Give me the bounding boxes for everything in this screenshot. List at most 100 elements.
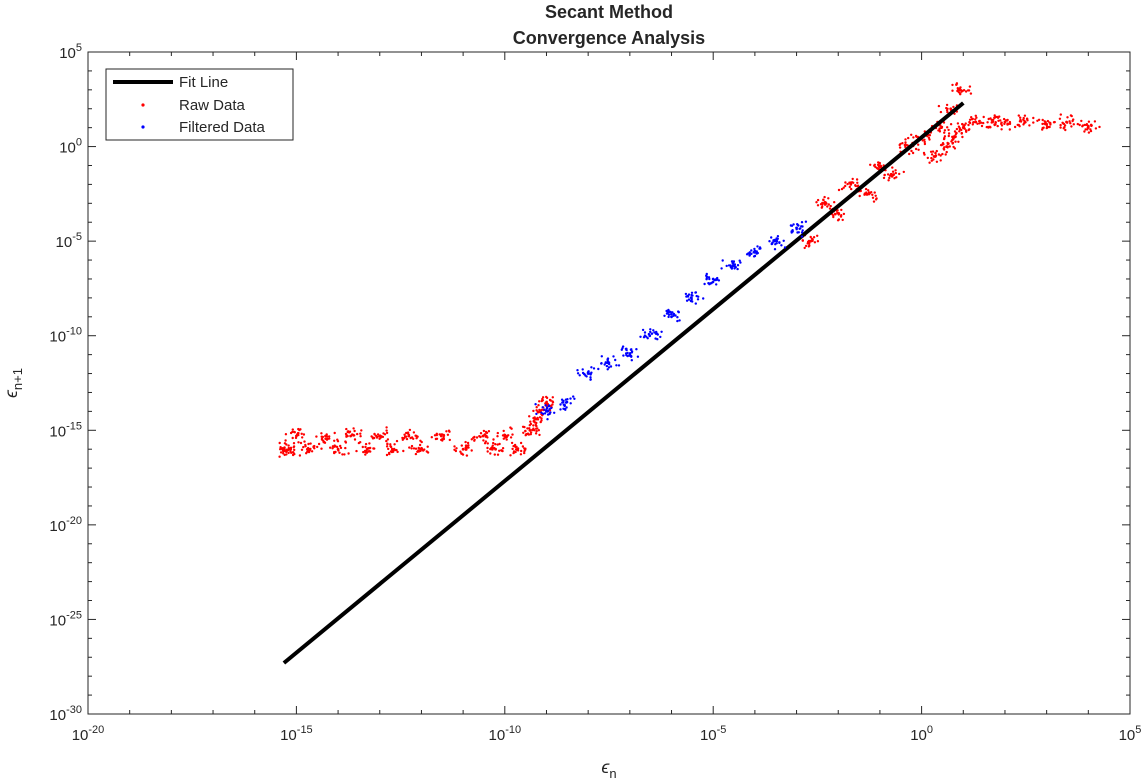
data-point-cluster — [546, 418, 549, 421]
data-point-cluster — [928, 161, 931, 164]
data-point-cluster — [285, 449, 289, 452]
data-point-cluster — [957, 125, 961, 128]
data-point-cluster — [600, 362, 603, 365]
data-point-cluster — [503, 433, 506, 436]
data-point-cluster — [440, 433, 443, 436]
data-point-cluster — [780, 244, 783, 247]
data-point-cluster — [687, 298, 691, 301]
data-point-cluster — [589, 378, 592, 381]
data-point-cluster — [811, 239, 814, 243]
data-point-cluster — [540, 399, 543, 403]
data-point-cluster — [705, 274, 708, 277]
data-point-cluster — [472, 436, 475, 439]
data-point-cluster — [971, 123, 974, 126]
data-point-cluster — [612, 355, 615, 358]
data-point-cluster — [483, 442, 487, 445]
data-point-cluster — [945, 109, 949, 112]
data-point-cluster — [1041, 118, 1044, 122]
data-point-cluster — [532, 427, 535, 430]
data-point-cluster — [775, 237, 778, 240]
data-point-cluster — [381, 435, 385, 439]
data-point-cluster — [943, 135, 947, 138]
data-point-cluster — [292, 451, 295, 454]
legend-label-filtered-data: Filtered Data — [179, 119, 266, 136]
data-point-cluster — [363, 449, 367, 453]
data-point-cluster — [1058, 117, 1062, 121]
data-point-cluster — [524, 429, 527, 433]
data-point-cluster — [294, 436, 298, 440]
data-point-cluster — [647, 332, 651, 336]
data-point-cluster — [535, 412, 538, 416]
data-point-cluster — [278, 441, 281, 445]
data-point-cluster — [865, 191, 868, 194]
data-point-cluster — [1084, 128, 1087, 131]
data-point-cluster — [800, 221, 804, 224]
data-point-cluster — [482, 439, 485, 442]
x-tick-label: 10-15 — [280, 724, 313, 744]
data-point-cluster — [783, 246, 787, 249]
data-point-cluster — [356, 432, 359, 436]
data-point-cluster — [606, 359, 609, 362]
data-point-cluster — [442, 433, 445, 437]
data-point-cluster — [628, 352, 632, 355]
data-point-cluster — [320, 432, 323, 435]
data-point-cluster — [562, 407, 565, 410]
data-point-cluster — [816, 204, 820, 207]
data-point-cluster — [748, 254, 751, 257]
data-point-cluster — [730, 267, 734, 270]
data-point-cluster — [815, 201, 818, 204]
data-point-cluster — [935, 149, 938, 153]
data-point-cluster — [529, 433, 532, 436]
data-point-cluster — [592, 367, 596, 370]
data-point-cluster — [810, 237, 814, 240]
data-point-cluster — [333, 451, 336, 455]
data-point-cluster — [617, 364, 621, 367]
data-point-cluster — [408, 446, 411, 449]
data-point-cluster — [649, 330, 652, 334]
data-point-cluster — [605, 364, 609, 368]
data-point-cluster — [716, 276, 719, 280]
data-point-cluster — [418, 443, 422, 447]
data-point-cluster — [800, 231, 804, 234]
data-point-cluster — [541, 412, 545, 415]
data-point-cluster — [951, 138, 955, 141]
data-point-cluster — [958, 130, 961, 133]
data-point-cluster — [1087, 131, 1091, 134]
data-point-cluster — [333, 439, 336, 442]
data-point-cluster — [997, 119, 1000, 123]
data-point-cluster — [292, 446, 295, 449]
data-point-cluster — [855, 178, 859, 181]
data-point-cluster — [808, 244, 811, 247]
data-point-cluster — [712, 280, 715, 284]
data-point-cluster — [493, 453, 496, 456]
data-point-cluster — [739, 261, 742, 264]
data-point-cluster — [756, 251, 759, 255]
data-point-cluster — [278, 455, 281, 458]
data-point-cluster — [560, 398, 564, 401]
data-point-cluster — [926, 156, 929, 160]
data-point-cluster — [800, 235, 804, 238]
data-point-cluster — [528, 415, 531, 418]
data-point-cluster — [549, 411, 552, 414]
data-point-cluster — [538, 400, 541, 403]
data-point-cluster — [839, 215, 843, 218]
data-point-cluster — [962, 127, 966, 130]
data-point-cluster — [583, 373, 586, 376]
data-point-cluster — [778, 241, 781, 245]
data-point-cluster — [837, 218, 841, 221]
data-point-cluster — [829, 204, 832, 208]
data-point-cluster — [949, 123, 953, 126]
data-point-cluster — [501, 449, 504, 453]
data-point-cluster — [285, 453, 288, 456]
data-point-cluster — [466, 446, 469, 449]
data-point-cluster — [357, 441, 361, 445]
data-point-cluster — [300, 448, 304, 451]
x-axis-ticks — [87, 52, 1131, 714]
data-point-cluster — [1046, 119, 1050, 123]
data-point-cluster — [434, 437, 438, 441]
data-point-cluster — [659, 335, 662, 339]
data-point-cluster — [912, 136, 915, 139]
data-point-cluster — [917, 143, 920, 146]
data-point-cluster — [403, 433, 406, 436]
data-point-cluster — [535, 406, 538, 409]
